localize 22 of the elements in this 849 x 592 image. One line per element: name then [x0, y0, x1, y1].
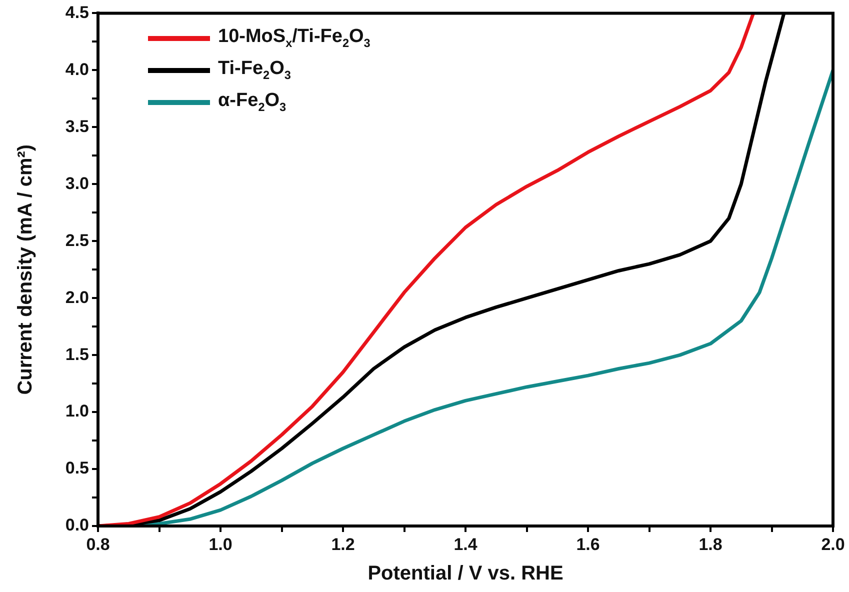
y-tick-label: 3.5: [65, 116, 89, 136]
y-tick-label: 1.0: [65, 402, 89, 421]
x-tick-label: 0.8: [86, 534, 110, 554]
x-tick-label: 2.0: [821, 534, 845, 554]
y-tick-label: 2.0: [65, 288, 89, 307]
y-tick-label: 0.0: [65, 516, 89, 535]
y-tick-label: 0.5: [65, 458, 89, 478]
legend-label: Ti-Fe$_{2}$O$_{3}$: [218, 58, 291, 82]
y-tick-label: 1.5: [65, 344, 89, 364]
x-tick-label: 1.4: [454, 534, 478, 554]
legend-label: α-Fe$_{2}$O$_{3}$: [218, 90, 286, 114]
x-tick-label: 1.0: [208, 534, 232, 554]
x-axis-title: Potential / V vs. RHE: [368, 562, 564, 585]
y-tick-label: 4.5: [65, 2, 89, 22]
x-tick-label: 1.2: [331, 534, 355, 554]
y-axis-title: Current density (mA / cm²): [14, 144, 37, 395]
y-tick-label: 4.0: [65, 60, 89, 79]
y-tick-label: 3.0: [65, 174, 89, 193]
x-tick-label: 1.6: [576, 534, 600, 554]
y-tick-label: 2.5: [65, 230, 89, 250]
legend-label: 10-MoS$_{x}$/Ti-Fe$_{2}$O$_{3}$: [218, 26, 370, 50]
x-tick-label: 1.8: [698, 534, 722, 554]
